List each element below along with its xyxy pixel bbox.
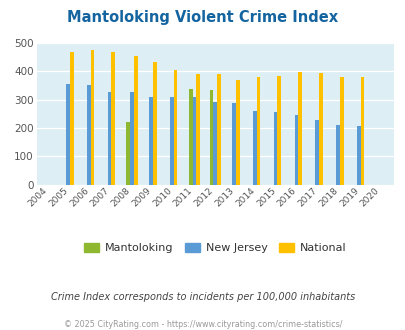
- Bar: [315, 119, 318, 185]
- Bar: [130, 92, 134, 185]
- Bar: [107, 92, 111, 185]
- Bar: [217, 74, 220, 185]
- Bar: [126, 122, 130, 185]
- Text: Crime Index corresponds to incidents per 100,000 inhabitants: Crime Index corresponds to incidents per…: [51, 292, 354, 302]
- Bar: [256, 77, 260, 185]
- Bar: [318, 73, 322, 185]
- Bar: [360, 77, 363, 185]
- Bar: [213, 102, 217, 185]
- Text: © 2025 CityRating.com - https://www.cityrating.com/crime-statistics/: © 2025 CityRating.com - https://www.city…: [64, 320, 341, 329]
- Bar: [192, 97, 196, 185]
- Bar: [209, 90, 213, 185]
- Bar: [196, 74, 200, 185]
- Bar: [252, 111, 256, 185]
- Legend: Mantoloking, New Jersey, National: Mantoloking, New Jersey, National: [79, 239, 350, 258]
- Text: Mantoloking Violent Crime Index: Mantoloking Violent Crime Index: [67, 10, 338, 25]
- Bar: [294, 115, 298, 185]
- Bar: [169, 97, 173, 185]
- Bar: [273, 112, 277, 185]
- Bar: [235, 81, 239, 185]
- Bar: [87, 85, 90, 185]
- Bar: [173, 70, 177, 185]
- Bar: [339, 77, 343, 185]
- Bar: [70, 52, 73, 185]
- Bar: [111, 52, 115, 185]
- Bar: [66, 84, 70, 185]
- Bar: [298, 72, 301, 185]
- Bar: [90, 50, 94, 185]
- Bar: [335, 125, 339, 185]
- Bar: [134, 56, 137, 185]
- Bar: [356, 126, 360, 185]
- Bar: [188, 89, 192, 185]
- Bar: [232, 103, 235, 185]
- Bar: [149, 97, 153, 185]
- Bar: [153, 62, 156, 185]
- Bar: [277, 76, 281, 185]
